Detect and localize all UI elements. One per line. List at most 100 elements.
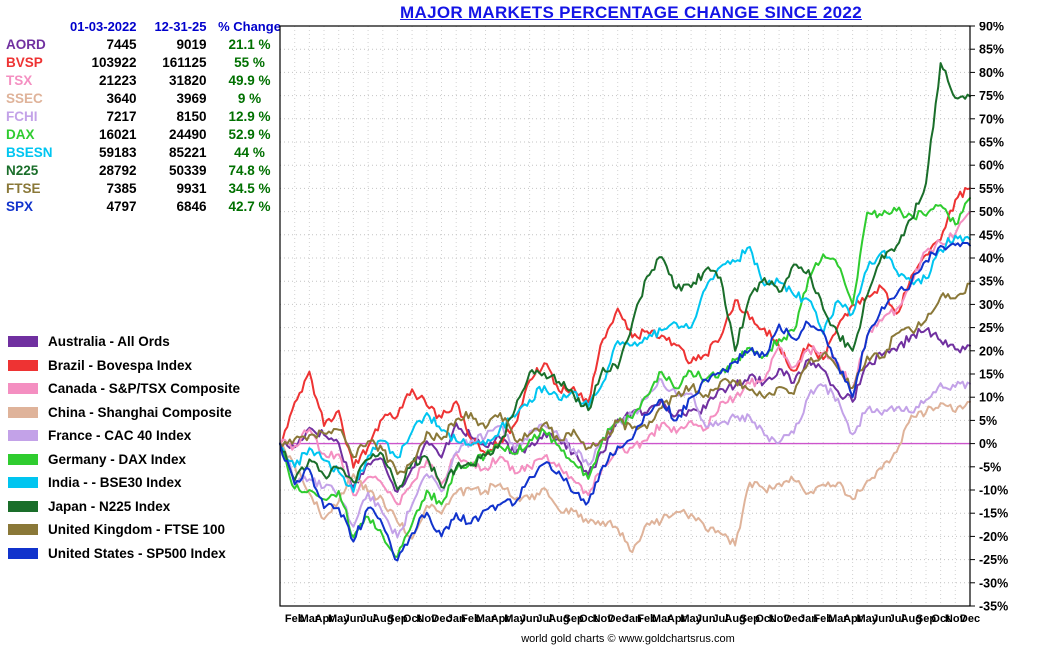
stats-change-value: 44 % [234, 144, 265, 160]
chart-footer: world gold charts © www.goldchartsrus.co… [521, 633, 735, 645]
legend-swatch [8, 430, 38, 442]
stats-row: FTSE 7385 9931 34.5 % [2, 179, 289, 197]
stats-change-value: 42.7 % [228, 198, 271, 214]
x-tick-label: Aug [901, 613, 922, 625]
legend-item: Brazil - Bovespa Index [8, 354, 240, 378]
y-tick-label: 45% [979, 228, 1004, 242]
x-tick-label: May [680, 613, 702, 625]
stats-change-value: 34.5 % [228, 180, 271, 196]
series-line-BSESN [279, 234, 971, 493]
x-tick-label: Dec [960, 613, 980, 625]
x-tick-label: Jun [520, 613, 540, 625]
stats-table: 01-03-2022 12-31-25 % Change AORD 7445 9… [2, 18, 289, 215]
x-tick-label: Mar [476, 613, 496, 625]
y-tick-label: 25% [979, 321, 1004, 335]
x-tick-label: Dec [608, 613, 628, 625]
stats-start-value: 7445 [106, 36, 137, 52]
stats-header-blank [2, 18, 66, 35]
stats-change-value: 9 % [237, 90, 262, 106]
legend-label: India - - BSE30 Index [48, 475, 182, 491]
x-tick-label: Dec [431, 613, 451, 625]
chart-title: MAJOR MARKETS PERCENTAGE CHANGE SINCE 20… [400, 3, 862, 22]
x-tick-label: Sep [564, 613, 584, 625]
legend-item: China - Shanghai Composite [8, 401, 240, 425]
y-tick-label: 55% [979, 182, 1004, 196]
legend-item: India - - BSE30 Index [8, 471, 240, 495]
x-tick-label: Aug [724, 613, 745, 625]
series-line-SPX [279, 241, 971, 562]
legend-label: Canada - S&P/TSX Composite [48, 381, 241, 397]
stats-row: N225 28792 50339 74.8 % [2, 161, 289, 179]
y-tick-label: 15% [979, 368, 1004, 382]
y-tick-label: -20% [979, 530, 1008, 544]
stats-row: AORD 7445 9019 21.1 % [2, 35, 289, 53]
x-tick-label: Oct [755, 613, 774, 625]
stats-row: BSESN 59183 85221 44 % [2, 143, 289, 161]
y-tick-label: 20% [979, 344, 1004, 358]
stats-ticker: SSEC [6, 90, 43, 106]
stats-start-value: 59183 [98, 144, 137, 160]
stats-row: DAX 16021 24490 52.9 % [2, 125, 289, 143]
stats-start-value: 28792 [98, 162, 137, 178]
stats-start-value: 21223 [98, 72, 137, 88]
stats-change-value: 55 % [234, 54, 265, 70]
x-tick-label: Nov [416, 613, 438, 625]
y-tick-label: -5% [979, 460, 1001, 474]
y-tick-label: -10% [979, 484, 1008, 498]
stats-start-value: 16021 [98, 126, 137, 142]
stats-ticker: DAX [6, 126, 35, 142]
x-tick-label: Mar [828, 613, 848, 625]
stats-row: BVSP 103922 161125 55 % [2, 53, 289, 71]
x-tick-label: May [328, 613, 350, 625]
stats-ticker: N225 [6, 162, 39, 178]
stats-row: TSX 21223 31820 49.9 % [2, 71, 289, 89]
x-tick-label: Jan [447, 613, 466, 625]
stats-end-value: 3969 [176, 90, 207, 106]
y-tick-label: 85% [979, 43, 1004, 57]
x-tick-label: Feb [637, 613, 657, 625]
stats-start-value: 103922 [91, 54, 137, 70]
x-tick-label: Apr [491, 613, 511, 625]
x-tick-label: Jul [536, 613, 552, 625]
y-tick-label: -25% [979, 553, 1008, 567]
x-tick-label: Oct [579, 613, 598, 625]
stats-row: FCHI 7217 8150 12.9 % [2, 107, 289, 125]
stats-start-value: 4797 [106, 198, 137, 214]
x-tick-label: Nov [945, 613, 967, 625]
y-tick-label: 75% [979, 89, 1004, 103]
x-tick-label: Jun [344, 613, 364, 625]
stats-row: SSEC 3640 3969 9 % [2, 89, 289, 107]
x-tick-label: Dec [784, 613, 804, 625]
stats-ticker: AORD [6, 36, 46, 52]
stats-ticker: BVSP [6, 54, 43, 70]
x-tick-label: Jul [360, 613, 376, 625]
stats-start-value: 7217 [106, 108, 137, 124]
legend-swatch [8, 500, 38, 512]
y-tick-label: -35% [979, 600, 1008, 614]
stats-ticker: SPX [6, 198, 34, 214]
stats-end-value: 85221 [168, 144, 207, 160]
stats-change-value: 21.1 % [228, 36, 271, 52]
y-tick-label: 0% [979, 437, 997, 451]
y-tick-label: 30% [979, 298, 1004, 312]
legend-label: Japan - N225 Index [48, 498, 171, 514]
x-tick-label: Jul [889, 613, 905, 625]
legend-label: China - Shanghai Composite [48, 404, 232, 420]
legend-label: United States - SP500 Index [48, 545, 226, 561]
x-tick-label: Apr [315, 613, 335, 625]
legend-swatch [8, 547, 38, 559]
price-chart: -35% -30% -25% -20% -15% -10% -5% 0% 5% 10% 15% 20%… [279, 22, 1008, 625]
stats-change-value: 52.9 % [228, 126, 271, 142]
legend-item: France - CAC 40 Index [8, 424, 240, 448]
stats-end-value: 9931 [176, 180, 207, 196]
x-tick-label: Jan [623, 613, 642, 625]
x-tick-label: Sep [916, 613, 936, 625]
stats-header-start-date: 01-03-2022 [70, 19, 137, 34]
stats-end-value: 9019 [176, 36, 207, 52]
x-tick-label: Apr [667, 613, 687, 625]
x-tick-label: Feb [813, 613, 833, 625]
stats-change-value: 12.9 % [228, 108, 271, 124]
x-tick-label: Feb [285, 613, 305, 625]
y-tick-label: 60% [979, 159, 1004, 173]
